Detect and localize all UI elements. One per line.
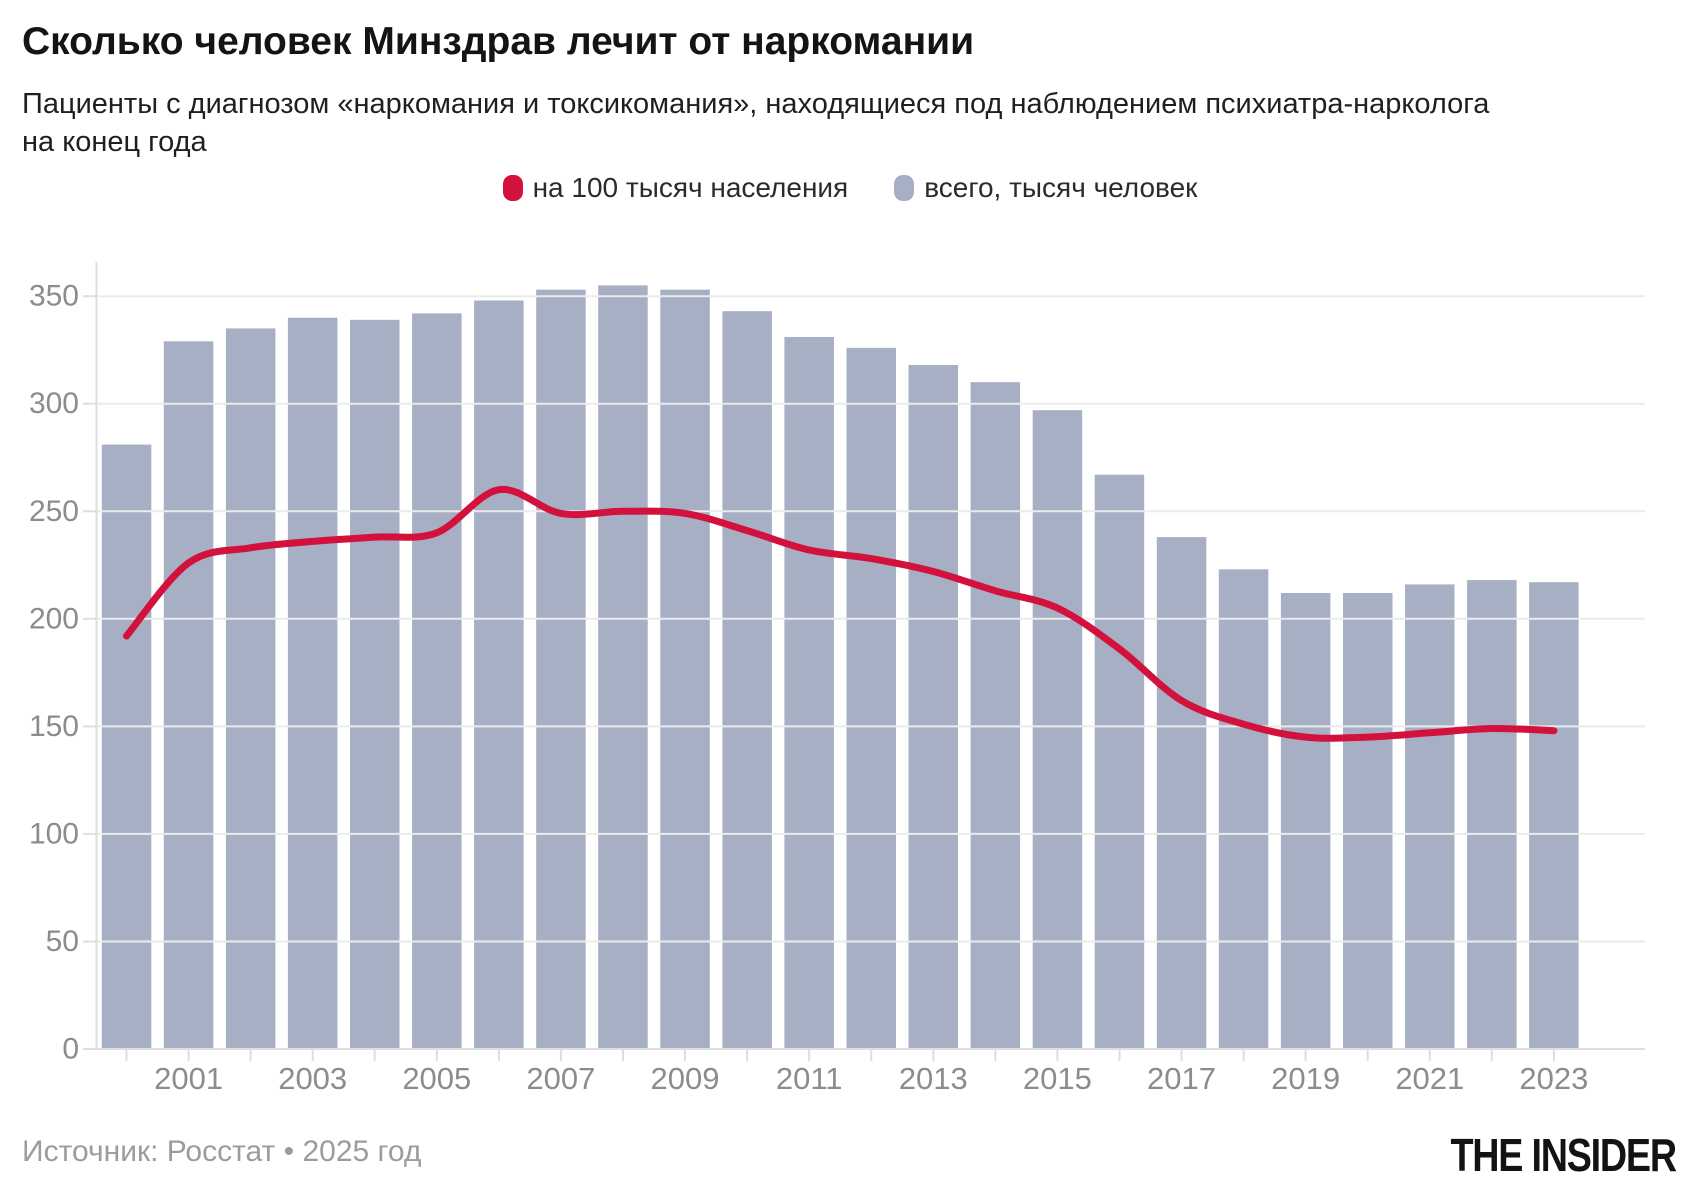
- bar-2002: [225, 328, 276, 1049]
- x-axis-label-2011: 2011: [776, 1061, 843, 1096]
- x-axis-label-2019: 2019: [1271, 1061, 1340, 1096]
- bar-2014: [970, 382, 1021, 1049]
- y-axis-label-150: 150: [29, 710, 79, 743]
- the-insider-logo: THE INSIDER: [1450, 1129, 1678, 1181]
- legend-label-total: всего, тысяч человек: [924, 172, 1198, 203]
- x-axis-label-2007: 2007: [526, 1061, 595, 1096]
- y-axis-label-200: 200: [29, 602, 79, 635]
- legend-item-per-100k: на 100 тысяч населения: [502, 172, 849, 204]
- y-axis-label-350: 350: [29, 280, 79, 313]
- y-axis-label-0: 0: [62, 1033, 79, 1066]
- bar-2001: [163, 341, 214, 1049]
- bar-2023: [1529, 582, 1579, 1049]
- y-axis-label-300: 300: [29, 387, 79, 420]
- bar-2016: [1094, 474, 1145, 1049]
- x-axis-label-2023: 2023: [1519, 1061, 1588, 1096]
- bar-2020: [1343, 593, 1393, 1049]
- y-axis-label-100: 100: [29, 817, 79, 850]
- legend-item-total: всего, тысяч человек: [894, 172, 1197, 204]
- legend-label-per-100k: на 100 тысяч населения: [532, 172, 849, 203]
- bar-2009: [660, 289, 710, 1049]
- x-axis-label-2009: 2009: [651, 1061, 720, 1096]
- bar-2005: [412, 313, 462, 1049]
- bar-2019: [1280, 593, 1331, 1049]
- bar-2000: [101, 444, 152, 1050]
- x-axis-label-2015: 2015: [1023, 1061, 1092, 1096]
- y-axis-label-250: 250: [29, 495, 79, 528]
- bar-2006: [474, 300, 524, 1049]
- bar-2012: [846, 347, 896, 1049]
- per-100k-line: [123, 486, 1558, 742]
- gray-square-marker-icon: [894, 175, 915, 201]
- red-dot-marker-icon: [502, 175, 523, 201]
- bar-2018: [1218, 569, 1269, 1049]
- x-axis-label-2017: 2017: [1147, 1061, 1216, 1096]
- x-axis-label-2001: 2001: [154, 1061, 223, 1096]
- chart-subtitle: Пациенты с диагнозом «наркомания и токси…: [22, 88, 1490, 158]
- y-axis-label-50: 50: [46, 925, 79, 958]
- bar-2007: [536, 289, 586, 1049]
- bar-2013: [908, 365, 958, 1049]
- legend: на 100 тысяч населения всего, тысяч чело…: [0, 172, 1700, 204]
- x-axis-label-2013: 2013: [899, 1061, 968, 1096]
- bar-2022: [1467, 580, 1517, 1049]
- bar-2008: [598, 285, 648, 1049]
- bar-2015: [1032, 410, 1083, 1049]
- bar-2017: [1156, 537, 1207, 1049]
- x-axis-label-2003: 2003: [278, 1061, 347, 1096]
- bar-2003: [287, 317, 338, 1049]
- source-note: Источник: Росстат • 2025 год: [22, 1135, 422, 1168]
- page-title: Сколько человек Минздрав лечит от нарком…: [22, 20, 975, 63]
- x-axis-label-2021: 2021: [1395, 1061, 1464, 1096]
- x-axis-label-2005: 2005: [402, 1061, 471, 1096]
- bar-2011: [784, 337, 834, 1049]
- bar-2004: [350, 319, 400, 1049]
- bar-2021: [1405, 584, 1455, 1049]
- bar-2010: [722, 311, 772, 1049]
